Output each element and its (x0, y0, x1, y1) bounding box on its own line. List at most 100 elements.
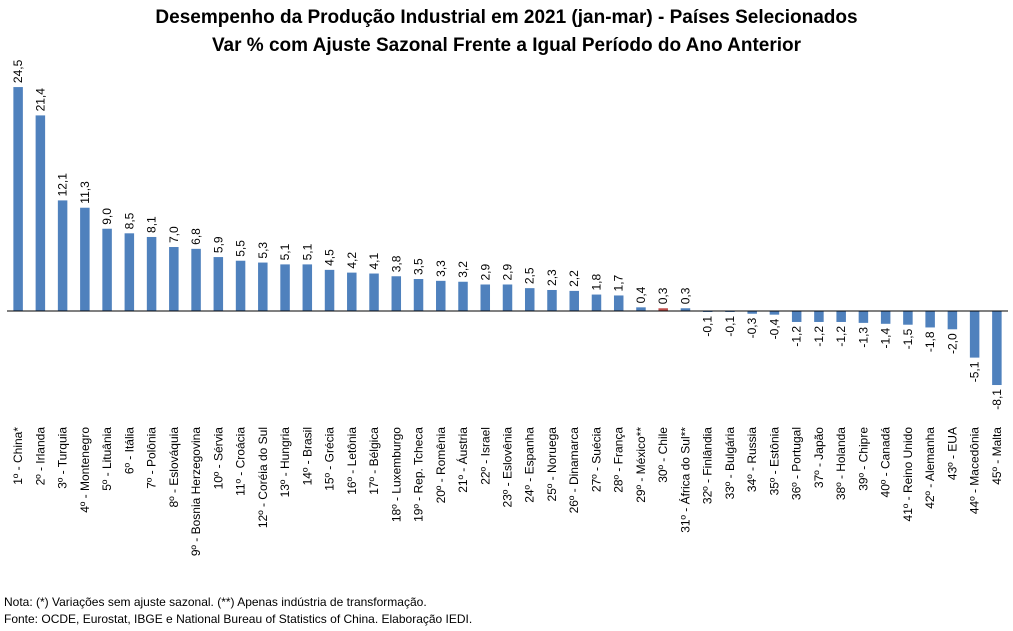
bar (146, 236, 157, 311)
bar (992, 311, 1002, 386)
bar (280, 264, 290, 311)
category-label: 2º - Irlanda (33, 427, 47, 486)
chart-source: Fonte: OCDE, Eurostat, IBGE e National B… (4, 612, 473, 626)
data-label: -1,2 (790, 326, 804, 347)
data-label: -1,3 (856, 327, 870, 348)
category-label: 28º - França (612, 427, 626, 493)
category-label: 29º - México** (634, 427, 648, 503)
bar (369, 273, 379, 311)
category-label: 42º - Alemanha (923, 427, 937, 509)
bar (591, 294, 602, 311)
bar (436, 280, 446, 311)
bar (524, 288, 535, 311)
bar (458, 281, 468, 311)
data-label: 0,3 (656, 287, 670, 304)
bar (347, 272, 357, 311)
category-label: 37º - Japão (812, 427, 826, 488)
category-label: 31º - África do Sul** (677, 427, 692, 533)
category-label: 30º - Chile (656, 427, 670, 483)
category-label: 9º - Bosnia Herzegovina (189, 427, 203, 556)
data-label: 1,7 (612, 274, 626, 291)
data-label: 4,1 (367, 253, 381, 270)
data-label: 8,5 (122, 212, 136, 229)
category-label: 11º - Croácia (234, 427, 248, 496)
category-label: 6º - Itália (122, 427, 136, 474)
category-label: 4º - Montenegro (78, 427, 92, 513)
category-label: 43º - EUA (945, 427, 959, 480)
bar (13, 87, 23, 311)
bar (213, 257, 224, 311)
data-label: -5,1 (968, 361, 982, 382)
bar (636, 307, 646, 311)
data-label: 11,3 (78, 181, 92, 204)
bar (769, 311, 780, 315)
category-label: 12º - Coréia do Sul (256, 427, 270, 528)
data-label: 12,1 (56, 173, 70, 197)
bar (680, 308, 691, 311)
data-label: 9,0 (100, 208, 114, 225)
category-label: 16º - Letônia (345, 427, 359, 495)
bar (413, 279, 424, 311)
bar (102, 228, 112, 311)
category-label: 7º - Polônia (145, 427, 159, 489)
data-label: 5,9 (211, 236, 225, 253)
bar (880, 311, 891, 324)
bar (480, 284, 491, 311)
bar (169, 247, 179, 311)
category-label: 17º - Bélgica (367, 427, 381, 495)
bar (569, 290, 579, 311)
chart-title: Desempenho da Produção Industrial em 202… (155, 7, 858, 28)
data-label: 24,5 (11, 59, 25, 83)
data-label: -2,0 (945, 333, 959, 354)
category-label: 5º - Lituânia (100, 427, 114, 491)
data-label: -8,1 (990, 389, 1004, 410)
bar (858, 311, 869, 323)
category-label: 10º - Sérvia (211, 427, 225, 490)
category-label: 39º - Chipre (856, 427, 870, 491)
category-label: 19º - Rep. Tcheca (412, 427, 426, 522)
category-label: 3º - Turquia (56, 427, 70, 489)
bar (258, 262, 268, 311)
category-label: 14º - Brasil (300, 427, 314, 485)
bar (547, 289, 557, 311)
data-label: -0,1 (701, 316, 715, 337)
bar (302, 264, 313, 311)
category-label: 35º - Estônia (767, 427, 781, 496)
data-label: 3,8 (389, 255, 403, 272)
bar (658, 308, 668, 311)
data-label: 2,9 (501, 263, 515, 280)
bar (814, 311, 824, 322)
value-labels-layer: 24,5 21,4 12,1 11,3 9,0 8,5 8,1 7,0 6,8 5,9 5,5 5,3… (11, 59, 1004, 409)
category-labels-layer: 1º - China* 2º - Irlanda 3º - Turquia 4º - … (11, 427, 1004, 556)
category-label: 33º - Bulgária (723, 427, 737, 500)
data-label: 3,3 (434, 260, 448, 277)
bar (969, 311, 980, 358)
data-label: -1,5 (901, 328, 915, 349)
data-label: 3,5 (412, 258, 426, 275)
category-label: 32º - Finlândia (701, 427, 715, 504)
data-label: 4,2 (345, 252, 359, 269)
category-label: 25º - Noruega (545, 427, 559, 502)
category-label: 22º - Israel (478, 427, 492, 485)
data-label: -0,1 (723, 316, 737, 337)
bar (324, 269, 335, 311)
category-label: 36º - Portugal (790, 427, 804, 500)
bar (925, 311, 935, 328)
bar (57, 200, 68, 311)
data-label: 2,2 (567, 270, 581, 287)
data-label: 6,8 (189, 228, 203, 245)
category-label: 8º - Eslováquia (167, 427, 181, 508)
bar (747, 311, 757, 314)
bar (80, 207, 90, 311)
category-label: 20º - Romênia (434, 427, 448, 504)
data-label: 2,9 (478, 263, 492, 280)
bar (502, 284, 513, 311)
category-label: 41º - Reino Unido (901, 427, 915, 522)
bars-layer (13, 87, 1002, 386)
data-label: -0,4 (767, 318, 781, 339)
bar (191, 248, 201, 311)
category-label: 26º - Dinamarca (567, 427, 581, 514)
data-label: 5,1 (300, 243, 314, 260)
category-label: 44º - Macedônia (968, 427, 982, 514)
category-label: 34º - Russia (745, 427, 759, 492)
